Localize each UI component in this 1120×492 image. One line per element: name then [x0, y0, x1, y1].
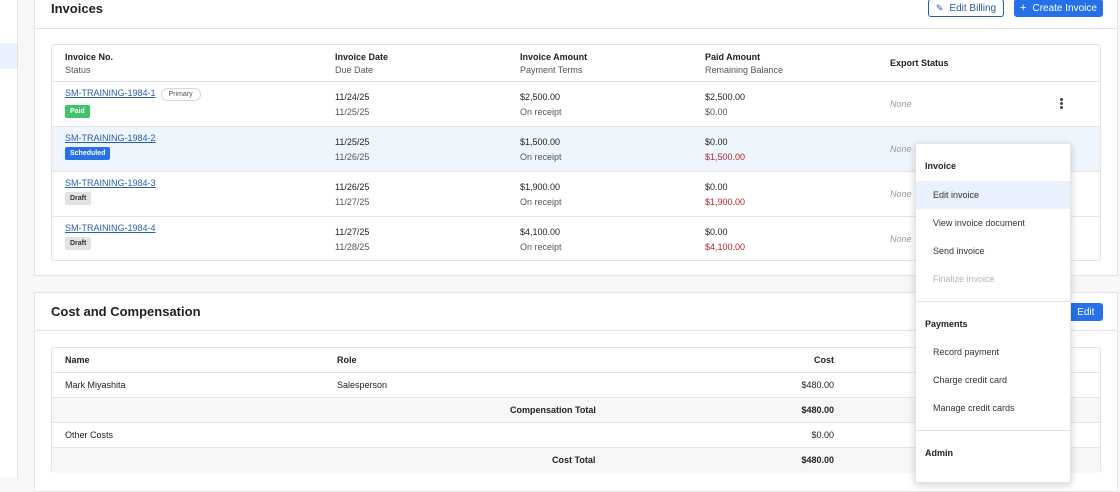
paid-amount: $0.00: [705, 182, 728, 192]
compensation-total-value: $480.00: [801, 404, 834, 415]
invoice-date: 11/24/25: [335, 92, 370, 102]
menu-item-manage-credit-cards[interactable]: Manage credit cards: [933, 403, 1015, 413]
menu-divider: [916, 301, 1070, 302]
invoice-date: 11/25/25: [335, 137, 370, 147]
header-role: Role: [337, 354, 357, 365]
menu-item-view-invoice-document[interactable]: View invoice document: [933, 218, 1025, 228]
header-paid-amount: Paid Amount: [705, 52, 761, 62]
invoice-amount: $1,900.00: [520, 182, 561, 192]
remaining-balance: $1,900.00: [705, 197, 746, 207]
more-actions-icon[interactable]: [1058, 98, 1064, 109]
remaining-balance: $0.00: [705, 107, 728, 117]
pencil-icon: ✎: [935, 2, 944, 13]
header-status: Status: [65, 65, 91, 75]
remaining-balance: $4,100.00: [705, 242, 746, 252]
invoices-card-header: Invoices ✎ Edit Billing + Create Invoice: [35, 0, 1117, 29]
cost-title: Cost and Compensation: [51, 304, 201, 319]
person-name: Mark Miyashita: [65, 380, 126, 390]
due-date: 11/27/25: [335, 197, 370, 207]
header-cost: Cost: [814, 354, 834, 365]
due-date: 11/25/25: [335, 107, 370, 117]
header-invoice-amount: Invoice Amount: [520, 52, 588, 62]
menu-section-admin: Admin: [925, 448, 953, 458]
status-badge: Scheduled: [65, 147, 111, 160]
other-costs-label: Other Costs: [65, 430, 114, 440]
invoice-row: SM-TRAINING-1984-4 Draft 11/27/25 11/28/…: [52, 217, 1100, 262]
header-export-status: Export Status: [890, 58, 949, 68]
invoice-amount: $1,500.00: [520, 137, 561, 147]
menu-item-finalize-invoice: Finalize invoice: [933, 274, 995, 284]
export-status: None: [890, 99, 912, 109]
invoices-title: Invoices: [51, 1, 104, 16]
header-name: Name: [65, 354, 90, 365]
remaining-balance: $1,500.00: [705, 152, 746, 162]
export-status: None: [890, 144, 912, 154]
header-invoice-date: Invoice Date: [335, 52, 389, 62]
invoice-amount: $4,100.00: [520, 227, 561, 237]
cost-row: Mark Miyashita Salesperson $480.00: [52, 373, 1100, 398]
menu-divider: [916, 430, 1070, 431]
header-remaining-balance: Remaining Balance: [705, 65, 784, 75]
paid-amount: $0.00: [705, 227, 728, 237]
invoice-number-link[interactable]: SM-TRAINING-1984-4: [65, 223, 156, 233]
invoice-row: SM-TRAINING-1984-3 Draft 11/26/25 11/27/…: [52, 172, 1100, 217]
other-costs-value: $0.00: [811, 430, 834, 440]
status-badge: Paid: [65, 105, 90, 118]
payment-terms: On receipt: [520, 107, 562, 117]
status-badge: Draft: [65, 192, 92, 205]
cost-total-value: $480.00: [801, 455, 834, 465]
invoice-amount: $2,500.00: [520, 92, 561, 102]
menu-item-edit-invoice[interactable]: Edit invoice: [916, 181, 1070, 209]
header-payment-terms: Payment Terms: [520, 65, 583, 75]
person-cost: $480.00: [801, 380, 834, 390]
due-date: 11/26/25: [335, 152, 370, 162]
invoice-date: 11/27/25: [335, 227, 370, 237]
invoice-number-link[interactable]: SM-TRAINING-1984-1: [65, 88, 156, 98]
menu-item-record-payment[interactable]: Record payment: [933, 347, 1000, 357]
paid-amount: $2,500.00: [705, 92, 746, 102]
sidebar-active-item[interactable]: [0, 43, 17, 69]
menu-section-invoice: Invoice: [925, 161, 957, 171]
due-date: 11/28/25: [335, 242, 370, 252]
invoices-table-header: Invoice No. Status Invoice Date Due Date…: [52, 45, 1100, 82]
menu-item-charge-credit-card[interactable]: Charge credit card: [933, 375, 1008, 385]
payment-terms: On receipt: [520, 152, 562, 162]
create-invoice-button[interactable]: + Create Invoice: [1014, 0, 1103, 17]
paid-amount: $0.00: [705, 137, 728, 147]
invoice-number-link[interactable]: SM-TRAINING-1984-2: [65, 133, 156, 143]
primary-tag: Primary: [160, 88, 201, 101]
menu-section-payments: Payments: [925, 319, 968, 329]
sidebar: [0, 0, 18, 477]
invoice-actions-menu: Invoice Edit invoice View invoice docume…: [915, 143, 1071, 483]
header-due-date: Due Date: [335, 65, 374, 75]
header-invoice-no: Invoice No.: [65, 52, 114, 62]
export-status: None: [890, 189, 912, 199]
cost-table-header: Name Role Cost: [52, 348, 1100, 373]
status-badge: Draft: [65, 237, 92, 250]
cost-row: Other Costs $0.00: [52, 423, 1100, 448]
invoice-number-link[interactable]: SM-TRAINING-1984-3: [65, 178, 156, 188]
plus-icon: +: [1020, 2, 1027, 14]
invoice-date: 11/26/25: [335, 182, 370, 192]
edit-billing-button[interactable]: ✎ Edit Billing: [928, 0, 1004, 17]
payment-terms: On receipt: [520, 242, 562, 252]
payment-terms: On receipt: [520, 197, 562, 207]
menu-item-send-invoice[interactable]: Send invoice: [933, 246, 985, 256]
person-role: Salesperson: [337, 380, 388, 390]
cost-total-label: Cost Total: [552, 455, 596, 465]
invoice-row: SM-TRAINING-1984-1 Primary Paid 11/24/25 …: [52, 82, 1100, 127]
export-status: None: [890, 234, 912, 244]
compensation-total-label: Compensation Total: [510, 404, 596, 415]
